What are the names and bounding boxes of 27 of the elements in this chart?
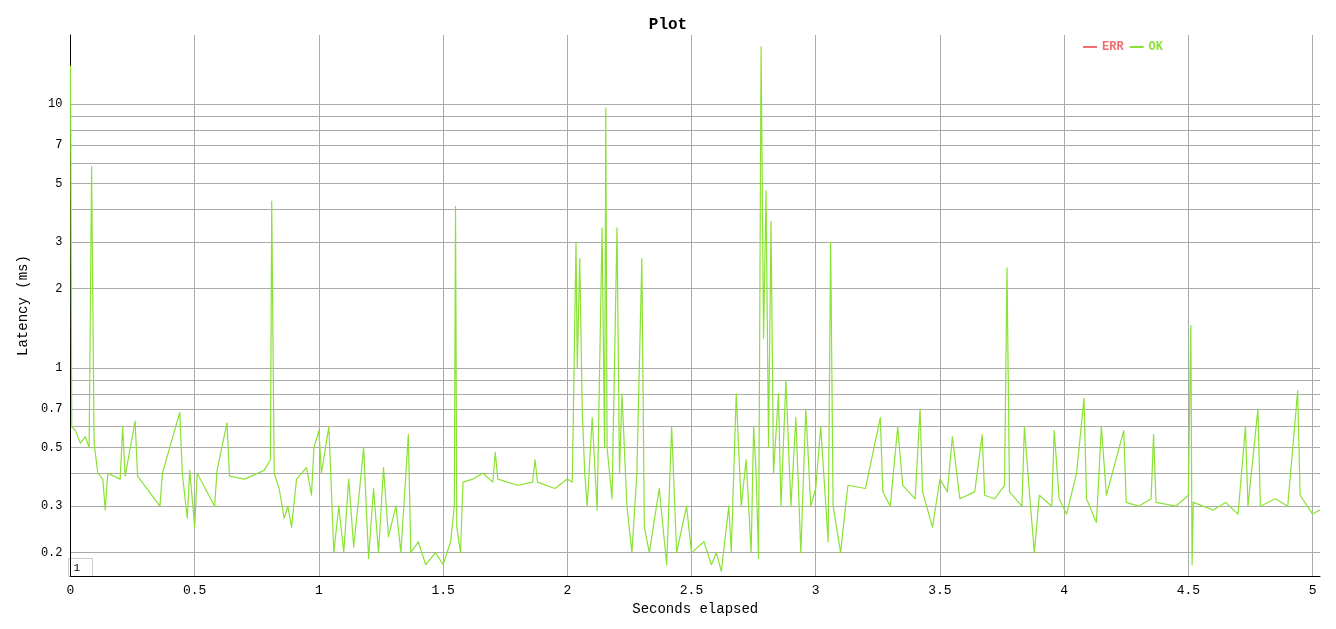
x-tick-label: 3 <box>811 583 820 599</box>
y-tick-label: 7 <box>55 138 63 153</box>
x-tick-label: 4.5 <box>1176 583 1201 599</box>
x-tick-label: 2.5 <box>679 583 704 599</box>
y-tick-label: 2 <box>55 281 63 296</box>
legend-label: OK <box>1148 40 1164 54</box>
y-tick-label: 1 <box>55 361 63 376</box>
x-tick-label: 1.5 <box>431 583 455 599</box>
x-tick-label: 3.5 <box>928 583 952 599</box>
y-tick-label: 3 <box>55 235 63 250</box>
y-axis-title: Latency (ms) <box>15 255 31 356</box>
y-tick-label: 0.3 <box>40 499 63 514</box>
x-axis-title: Seconds elapsed <box>632 601 759 617</box>
x-tick-label: 0 <box>66 583 75 599</box>
chart-title: Plot <box>648 16 688 34</box>
legend-label: ERR <box>1101 40 1125 54</box>
x-tick-label: 4 <box>1060 583 1069 599</box>
x-tick-label: 1 <box>315 583 324 599</box>
y-tick-label: 10 <box>48 97 63 112</box>
y-tick-label: 0.5 <box>40 440 63 455</box>
x-tick-label: 5 <box>1308 583 1317 599</box>
y-tick-label: 0.7 <box>40 402 63 417</box>
y-tick-label: 5 <box>55 176 63 191</box>
x-tick-label: 2 <box>563 583 572 599</box>
annotation: 1 <box>73 562 81 574</box>
x-tick-label: 0.5 <box>183 583 207 599</box>
y-tick-label: 0.2 <box>40 545 63 560</box>
